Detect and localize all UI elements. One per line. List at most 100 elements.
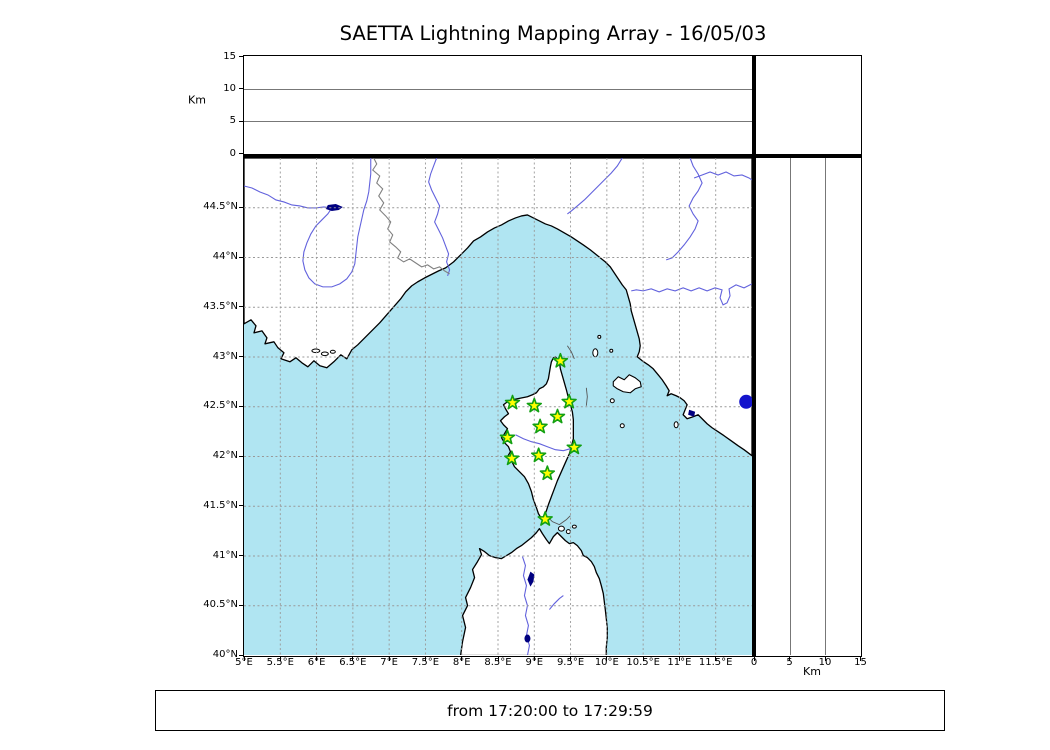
lat-tick-mark: [238, 306, 243, 308]
island-maddalena-2: [565, 528, 571, 534]
plot-title: SAETTA Lightning Mapping Array - 16/05/0…: [339, 22, 767, 45]
lat-tick-mark: [238, 604, 243, 606]
station-star-marker: [504, 449, 520, 465]
river-po-tributary: [665, 157, 703, 260]
lat-tick-mark: [238, 256, 243, 258]
island-montecristo: [619, 422, 625, 428]
right-alt-tick-mark: [860, 656, 861, 661]
altitude-vs-longitude-panel: [242, 55, 756, 158]
alt-tick-mark: [238, 120, 243, 122]
right-alt-tick-mark: [824, 656, 826, 661]
island-hyeres-1: [311, 348, 321, 353]
station-star-marker: [532, 418, 548, 433]
coastline-mainland: [244, 157, 752, 456]
alt-tick-label: 15: [223, 50, 236, 62]
lon-tick-label: 10°E: [594, 657, 619, 668]
island-gorgona: [597, 334, 602, 339]
lon-tick-mark: [388, 656, 390, 661]
lon-tick-label: 8°E: [452, 657, 471, 668]
station-markers: [499, 352, 582, 526]
right-alt-tick-mark: [789, 656, 790, 661]
alt-tick-mark: [238, 56, 243, 57]
lon-tick-mark: [715, 656, 717, 661]
lat-tick-label: 41°N: [212, 549, 238, 561]
lat-tick-label: 43.5°N: [203, 300, 238, 312]
artifact-cap-corse: [566, 345, 575, 359]
lake-sardinia-2: [524, 634, 531, 643]
lon-tick-mark: [279, 656, 281, 661]
lon-tick-label: 7°E: [380, 657, 398, 668]
lon-tick-mark: [243, 656, 245, 661]
lon-tick-mark: [316, 656, 318, 661]
islet: [609, 348, 614, 353]
right-alt-tick-label: 0: [750, 657, 758, 668]
station-star-marker: [499, 429, 516, 444]
lon-tick-label: 8.5°E: [484, 657, 512, 668]
time-window-box: from 17:20:00 to 17:29:59: [155, 690, 945, 731]
island-maddalena-1: [557, 525, 565, 532]
right-alt-tick-label: 10: [818, 657, 832, 668]
lon-tick-label: 7.5°E: [411, 657, 440, 668]
station-star-marker: [526, 397, 543, 412]
station-star-marker: [549, 408, 566, 423]
station-star-marker: [539, 464, 556, 480]
lagoon-argentario: [688, 409, 696, 417]
lon-tick-label: 9°E: [525, 657, 544, 668]
lightning-source-dot: [739, 394, 752, 409]
right-alt-axis-label: Km: [803, 665, 821, 678]
lightning-source-markers: [739, 394, 752, 409]
island-maddalena-3: [571, 524, 577, 529]
right-panel-gridline: [825, 157, 826, 655]
lake-sardinia-1: [527, 571, 535, 587]
island-hyeres-3: [329, 349, 336, 354]
lat-tick-label: 44°N: [212, 251, 238, 262]
top-panel-gridline: [244, 88, 752, 90]
time-window-text: from 17:20:00 to 17:29:59: [447, 701, 653, 720]
lat-tick-mark: [238, 455, 243, 457]
lon-tick-label: 5°E: [235, 657, 253, 668]
right-panel-gridline: [789, 157, 791, 655]
lon-tick-mark: [497, 656, 499, 661]
right-alt-tick-label: 15: [854, 657, 867, 668]
lat-tick-mark: [238, 505, 243, 507]
island-hyeres-2: [320, 351, 329, 356]
lat-tick-mark: [238, 405, 243, 407]
lon-tick-label: 10.5°E: [626, 657, 660, 668]
island-sardinia: [459, 527, 608, 655]
small-islands: [311, 334, 679, 534]
river-sardinia-2: [548, 594, 564, 610]
lon-tick-label: 9.5°E: [556, 657, 585, 668]
island-elba: [612, 373, 642, 393]
right-alt-tick-label: 5: [786, 657, 793, 668]
lon-tick-mark: [461, 656, 463, 661]
map-canvas: [244, 157, 752, 655]
lat-tick-label: 42.5°N: [203, 400, 238, 412]
lat-tick-mark: [238, 654, 243, 656]
island-giglio: [673, 420, 679, 428]
station-star-marker: [504, 394, 521, 409]
alt-tick-label: 10: [223, 82, 236, 94]
station-star-marker: [566, 438, 582, 454]
altitude-histogram-panel: [756, 55, 862, 158]
station-star-marker: [537, 510, 553, 526]
lon-tick-mark: [678, 656, 680, 661]
lon-tick-label: 5.5°E: [266, 657, 294, 668]
lon-tick-label: 11.5°E: [698, 657, 733, 668]
lat-tick-label: 40°N: [212, 649, 238, 660]
station-star-marker: [552, 352, 569, 368]
lat-tick-label: 40.5°N: [203, 599, 238, 611]
lat-tick-mark: [238, 555, 243, 556]
station-star-marker: [561, 393, 577, 408]
right-alt-tick-mark: [753, 656, 755, 661]
lon-tick-mark: [570, 656, 572, 661]
country-border-france-italy: [372, 157, 450, 274]
lon-tick-label: 6.5°E: [339, 657, 367, 668]
alt-tick-label: 0: [229, 147, 236, 159]
top-panel-gridline: [244, 121, 752, 123]
lon-tick-mark: [642, 656, 644, 661]
lat-tick-label: 43°N: [212, 350, 238, 362]
island-capraia: [592, 347, 599, 357]
lat-tick-mark: [238, 206, 243, 208]
lon-tick-label: 11°E: [667, 657, 692, 668]
